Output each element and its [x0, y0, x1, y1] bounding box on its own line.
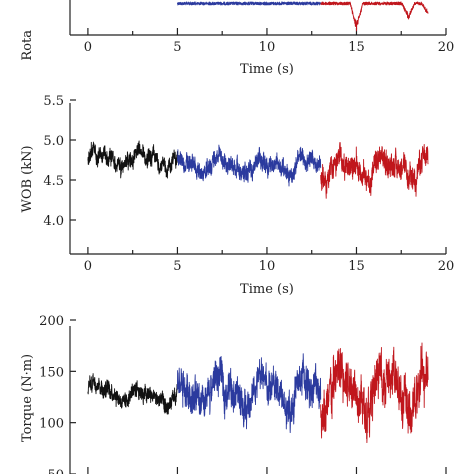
y-tick-label: 5.0	[43, 134, 64, 149]
x-tick-label: 0	[84, 259, 92, 274]
x-axis-title: Time (s)	[240, 62, 294, 77]
x-tick-label: 10	[259, 40, 276, 55]
y-tick-label: 4.0	[43, 214, 64, 229]
series-line-2	[176, 144, 322, 187]
chart-panel-3: 50 100 150 200 Torque (N·m)	[20, 314, 447, 474]
x-tick-label: 0	[84, 40, 92, 55]
series-line-1	[87, 140, 178, 179]
chart-panel-1: 0 5 10 15 20 Time (s) Rota	[20, 0, 454, 77]
series-line-2	[320, 1, 429, 32]
y-tick-label: 100	[39, 417, 64, 432]
y-tick-label: 200	[39, 314, 64, 329]
series-line-3	[320, 342, 429, 444]
x-axis-title: Time (s)	[240, 282, 294, 297]
y-tick-label: 4.5	[43, 174, 64, 189]
y-tick-label: 5.5	[43, 94, 64, 109]
series-line-1	[176, 1, 322, 6]
x-tick-label: 10	[259, 259, 276, 274]
y-tick-label: 50	[47, 468, 64, 474]
x-tick-label: 15	[348, 40, 365, 55]
y-axis-title: WOB (kN)	[20, 145, 35, 212]
series-line-1	[87, 373, 178, 415]
chart-panel-2: 0 5 10 15 20 4.0 4.5 5.0 5.5 Time (s) WOB (kN)	[20, 94, 454, 297]
y-axis-title: Torque (N·m)	[20, 354, 35, 442]
x-tick-label: 5	[173, 259, 181, 274]
series-line-3	[320, 142, 429, 199]
x-tick-label: 20	[438, 259, 455, 274]
x-tick-label: 20	[438, 40, 455, 55]
series-line-2	[176, 353, 322, 434]
y-axis-title: Rota	[20, 30, 35, 61]
y-tick-label: 150	[39, 365, 64, 380]
x-tick-label: 15	[348, 259, 365, 274]
x-tick-label: 5	[173, 40, 181, 55]
